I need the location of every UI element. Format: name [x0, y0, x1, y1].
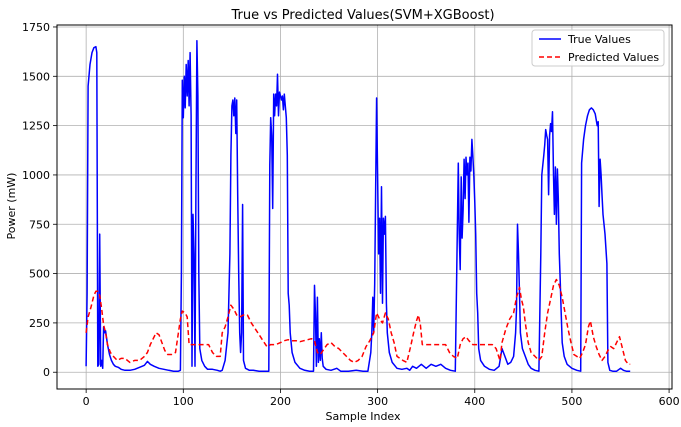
x-tick-label: 0: [83, 395, 90, 408]
y-tick-label: 750: [29, 218, 50, 231]
x-tick-label: 300: [367, 395, 388, 408]
series-line-true-values: [85, 40, 631, 372]
x-tick-label: 600: [659, 395, 680, 408]
y-tick-label: 500: [29, 268, 50, 281]
plot-series: [85, 40, 631, 372]
y-tick-label: 1000: [22, 169, 50, 182]
gridlines: [57, 25, 672, 389]
x-tick-label: 200: [270, 395, 291, 408]
legend: True Values Predicted Values: [531, 29, 665, 67]
y-tick-label: 1500: [22, 70, 50, 83]
x-tick-label: 400: [464, 395, 485, 408]
chart-title: True vs Predicted Values(SVM+XGBoost): [230, 8, 494, 23]
y-tick-label: 1750: [22, 21, 50, 34]
x-tick-label: 500: [561, 395, 582, 408]
series-line-predicted-values: [85, 278, 631, 366]
legend-label-predicted-values: Predicted Values: [568, 51, 659, 64]
y-tick-label: 250: [29, 317, 50, 330]
legend-label-true-values: True Values: [567, 33, 631, 46]
x-axis-label: Sample Index: [325, 410, 401, 423]
legend-box: [531, 29, 665, 67]
x-axis-ticks: 0 100 200 300 400 500 600: [83, 389, 680, 408]
x-tick-label: 100: [173, 395, 194, 408]
plot-frame: [56, 24, 673, 390]
y-axis-ticks: 0 250 500 750 1000 1250 1500 1750: [22, 21, 57, 379]
y-tick-label: 0: [43, 366, 50, 379]
y-axis-label: Power (mW): [5, 173, 18, 240]
y-tick-label: 1250: [22, 120, 50, 133]
